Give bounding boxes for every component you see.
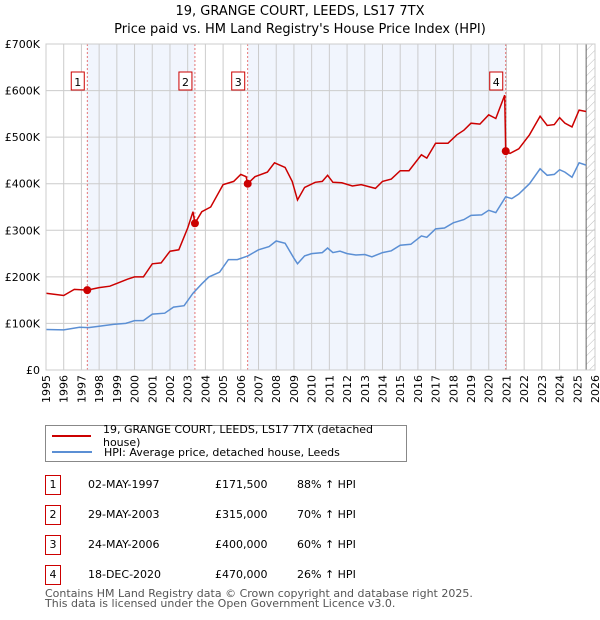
sale-date: 18-DEC-2020 [88, 568, 162, 581]
forecast-hatch [586, 44, 595, 370]
y-tick-label: £500K [5, 131, 41, 144]
sale-hpi-diff: 26% ↑ HPI [297, 568, 356, 581]
x-tick-label: 2016 [412, 375, 425, 403]
x-tick-label: 2010 [306, 375, 319, 403]
x-tick-label: 2015 [394, 375, 407, 403]
x-tick-label: 2005 [217, 375, 230, 403]
y-tick-label: £0 [26, 364, 40, 377]
legend-label: 19, GRANGE COURT, LEEDS, LS17 7TX (detac… [102, 423, 374, 449]
sale-point [501, 147, 510, 156]
sale-point [243, 179, 252, 188]
plot-border [45, 43, 596, 371]
x-tick-label: 1999 [111, 375, 124, 403]
sale-marker-box: 3 [45, 535, 61, 555]
sales-row: 4 18-DEC-2020 £470,000 26% ↑ HPI [45, 565, 425, 587]
chart-title: 19, GRANGE COURT, LEEDS, LS17 7TX [175, 4, 425, 19]
x-tick-label: 2000 [129, 375, 142, 403]
x-tick-label: 2026 [589, 375, 600, 403]
x-tick-label: 2022 [518, 375, 531, 403]
x-tick-label: 2012 [341, 375, 354, 403]
x-tick-label: 2006 [235, 375, 248, 403]
x-tick-label: 2007 [253, 375, 266, 403]
ownership-period-shade [247, 44, 506, 370]
sale-marker-box: 4 [45, 565, 61, 585]
ownership-period-shade [87, 44, 195, 370]
x-tick-label: 1997 [75, 375, 88, 403]
sale-hpi-diff: 70% ↑ HPI [297, 508, 356, 521]
y-tick-label: £300K [5, 224, 41, 237]
x-tick-label: 2014 [376, 375, 389, 403]
x-tick-label: 2008 [270, 375, 283, 403]
sale-point [190, 219, 199, 228]
legend-swatch-red [52, 435, 91, 437]
x-tick-label: 2025 [571, 375, 584, 403]
sale-label: 2 [182, 76, 189, 89]
x-tick-label: 2001 [146, 375, 159, 403]
x-tick-label: 2009 [288, 375, 301, 403]
x-tick-label: 2004 [199, 375, 212, 403]
sale-label: 1 [74, 76, 81, 89]
x-tick-label: 2002 [164, 375, 177, 403]
sale-marker-box: 2 [45, 505, 61, 525]
x-tick-label: 2023 [536, 375, 549, 403]
legend-item-hpi: HPI: Average price, detached house, Leed… [46, 444, 340, 460]
legend-swatch-blue [52, 451, 92, 453]
chart-subtitle: Price paid vs. HM Land Registry's House … [114, 22, 486, 37]
hpi-line [45, 161, 587, 331]
y-tick-label: £600K [5, 85, 41, 98]
x-tick-label: 1998 [93, 375, 106, 403]
sale-date: 24-MAY-2006 [88, 538, 160, 551]
x-tick-label: 1995 [40, 375, 53, 403]
sale-label: 3 [235, 76, 242, 89]
sale-marker-box: 1 [45, 475, 61, 495]
x-tick-label: 2019 [465, 375, 478, 403]
price-chart: 1995 1996 1997 1998 1999 2000 2001 2002 2003 2004… [5, 38, 600, 403]
y-tick-label: £700K [5, 38, 41, 51]
sale-hpi-diff: 60% ↑ HPI [297, 538, 356, 551]
footer-line2: This data is licensed under the Open Gov… [45, 597, 396, 610]
sale-label-box [231, 71, 246, 91]
y-tick-label: £200K [5, 271, 41, 284]
sale-price: £171,500 [215, 478, 268, 491]
sale-price: £400,000 [215, 538, 268, 551]
x-tick-label: 2003 [182, 375, 195, 403]
sales-row: 2 29-MAY-2003 £315,000 70% ↑ HPI [45, 505, 425, 527]
sale-label: 4 [493, 76, 500, 89]
legend: 19, GRANGE COURT, LEEDS, LS17 7TX (detac… [45, 423, 407, 462]
x-tick-label: 2011 [323, 375, 336, 403]
sale-date: 29-MAY-2003 [88, 508, 160, 521]
footer-line1: Contains HM Land Registry data © Crown c… [45, 587, 473, 600]
sale-price: £470,000 [215, 568, 268, 581]
sale-date: 02-MAY-1997 [88, 478, 160, 491]
legend-item-property: 19, GRANGE COURT, LEEDS, LS17 7TX (detac… [46, 423, 406, 449]
x-tick-label: 2020 [483, 375, 496, 403]
sale-hpi-diff: 88% ↑ HPI [297, 478, 356, 491]
sales-row: 1 02-MAY-1997 £171,500 88% ↑ HPI [45, 475, 425, 497]
sale-label-box [489, 71, 504, 91]
x-tick-label: 2024 [554, 375, 567, 403]
x-tick-label: 2021 [500, 375, 513, 403]
x-tick-label: 1996 [58, 375, 71, 403]
y-tick-label: £400K [5, 178, 41, 191]
y-tick-label: £100K [5, 317, 41, 330]
sale-price: £315,000 [215, 508, 268, 521]
sale-point [83, 286, 92, 295]
x-tick-label: 2018 [447, 375, 460, 403]
x-tick-label: 2013 [359, 375, 372, 403]
sales-row: 3 24-MAY-2006 £400,000 60% ↑ HPI [45, 535, 425, 557]
x-tick-label: 2017 [430, 375, 443, 403]
sale-label-box [70, 71, 85, 91]
footer: Contains HM Land Registry data © Crown c… [45, 587, 473, 610]
legend-label: HPI: Average price, detached house, Leed… [104, 445, 340, 459]
sale-label-box [178, 71, 193, 91]
